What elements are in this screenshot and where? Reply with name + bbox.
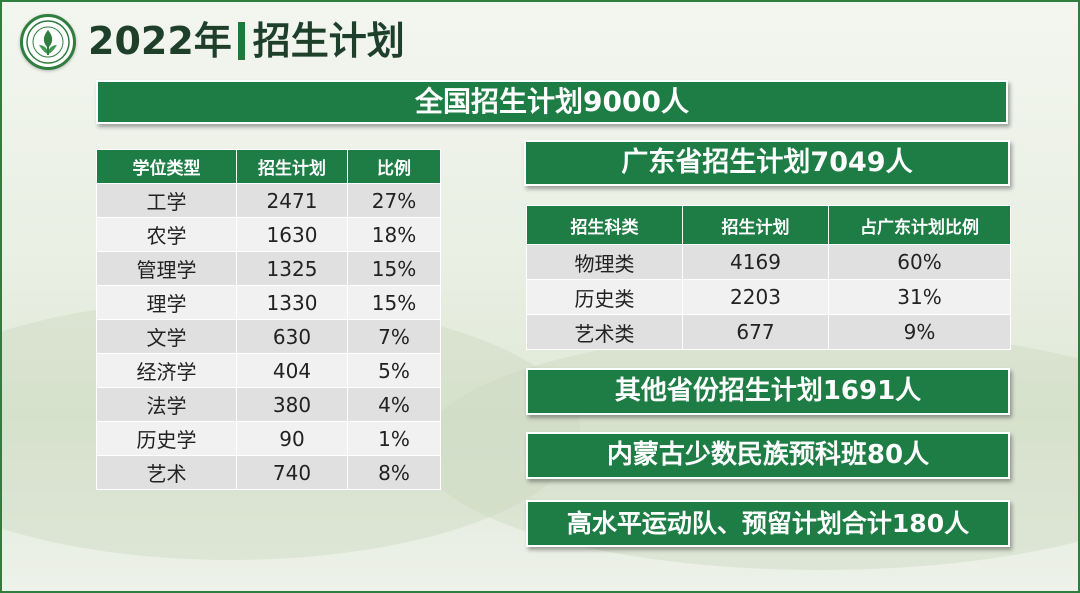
cell-degree: 农学 (96, 217, 237, 252)
cell-ratio: 1% (347, 421, 441, 456)
other-provinces-banner: 其他省份招生计划1691人 (526, 368, 1010, 415)
cell-ratio: 15% (347, 251, 441, 286)
guangdong-subject-table: 招生科类 招生计划 占广东计划比例 物理类 4169 60% 历史类 2203 … (526, 205, 1011, 350)
cell-ratio: 5% (347, 353, 441, 388)
cell-ratio: 60% (828, 244, 1011, 280)
cell-category: 艺术类 (526, 314, 683, 350)
cell-degree: 管理学 (96, 251, 237, 286)
cell-plan: 677 (682, 314, 829, 350)
guangdong-plan-banner: 广东省招生计划7049人 (524, 140, 1010, 186)
cell-degree: 文学 (96, 319, 237, 354)
table-row: 农学 1630 18% (96, 217, 441, 252)
degree-type-table: 学位类型 招生计划 比例 工学 2471 27% 农学 1630 18% 管理学… (96, 149, 441, 490)
sports-reserved-banner: 高水平运动队、预留计划合计180人 (526, 500, 1010, 547)
cell-ratio: 7% (347, 319, 441, 354)
cell-category: 物理类 (526, 244, 683, 280)
title-divider (237, 21, 245, 60)
cell-degree: 理学 (96, 285, 237, 320)
header-enrollment-plan: 招生计划 (682, 205, 829, 245)
cell-plan: 1630 (236, 217, 348, 252)
table-header-row: 招生科类 招生计划 占广东计划比例 (526, 205, 1011, 245)
cell-ratio: 18% (347, 217, 441, 252)
inner-mongolia-prep-banner: 内蒙古少数民族预科班80人 (526, 432, 1010, 479)
header-enrollment-plan: 招生计划 (236, 149, 348, 184)
table-row: 理学 1330 15% (96, 285, 441, 320)
header-degree-type: 学位类型 (96, 149, 237, 184)
cell-plan: 4169 (682, 244, 829, 280)
cell-ratio: 27% (347, 183, 441, 218)
table-row: 物理类 4169 60% (526, 244, 1011, 280)
table-row: 历史类 2203 31% (526, 279, 1011, 315)
table-row: 艺术类 677 9% (526, 314, 1011, 350)
cell-plan: 740 (236, 455, 348, 490)
table-row: 经济学 404 5% (96, 353, 441, 388)
cell-ratio: 8% (347, 455, 441, 490)
table-header-row: 学位类型 招生计划 比例 (96, 149, 441, 184)
cell-degree: 艺术 (96, 455, 237, 490)
table-row: 历史学 90 1% (96, 421, 441, 456)
cell-plan: 1330 (236, 285, 348, 320)
cell-plan: 630 (236, 319, 348, 354)
header-subject-category: 招生科类 (526, 205, 683, 245)
cell-plan: 380 (236, 387, 348, 422)
cell-plan: 404 (236, 353, 348, 388)
table-row: 文学 630 7% (96, 319, 441, 354)
cell-degree: 历史学 (96, 421, 237, 456)
table-row: 法学 380 4% (96, 387, 441, 422)
table-row: 工学 2471 27% (96, 183, 441, 218)
cell-degree: 工学 (96, 183, 237, 218)
university-emblem-icon (20, 14, 76, 70)
cell-degree: 经济学 (96, 353, 237, 388)
cell-plan: 2203 (682, 279, 829, 315)
cell-degree: 法学 (96, 387, 237, 422)
cell-plan: 2471 (236, 183, 348, 218)
title-text: 招生计划 (252, 19, 405, 63)
national-plan-banner: 全国招生计划9000人 (96, 80, 1008, 124)
table-row: 艺术 740 8% (96, 455, 441, 490)
cell-ratio: 4% (347, 387, 441, 422)
cell-category: 历史类 (526, 279, 683, 315)
cell-plan: 90 (236, 421, 348, 456)
header-guangdong-ratio: 占广东计划比例 (828, 205, 1011, 245)
cell-ratio: 15% (347, 285, 441, 320)
cell-plan: 1325 (236, 251, 348, 286)
cell-ratio: 31% (828, 279, 1011, 315)
title-year: 2022年 (88, 19, 232, 63)
table-row: 管理学 1325 15% (96, 251, 441, 286)
header-ratio: 比例 (347, 149, 441, 184)
page-title: 2022年 招生计划 (88, 16, 405, 66)
cell-ratio: 9% (828, 314, 1011, 350)
